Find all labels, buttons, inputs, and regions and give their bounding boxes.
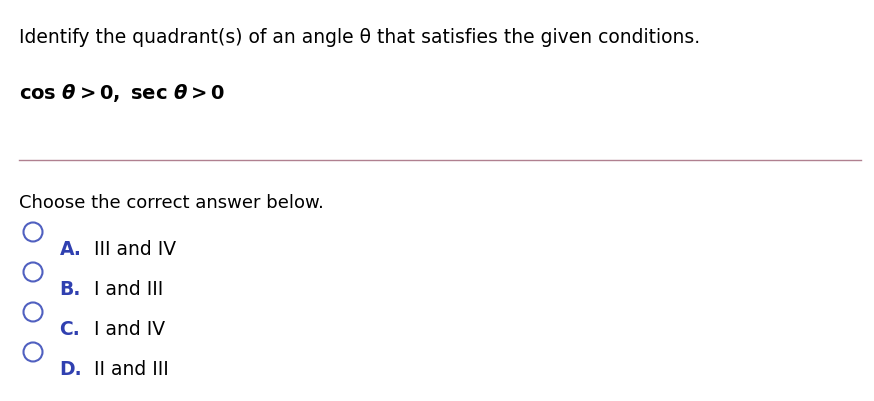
Text: C.: C. [59, 320, 80, 339]
Text: $\mathbf{cos}\ \boldsymbol{\theta}\mathbf{> 0,\ sec}\ \boldsymbol{\theta}\mathbf: $\mathbf{cos}\ \boldsymbol{\theta}\mathb… [19, 82, 225, 104]
Text: D.: D. [59, 360, 82, 379]
Text: I and III: I and III [94, 280, 163, 299]
Text: III and IV: III and IV [94, 240, 177, 259]
Text: Identify the quadrant(s) of an angle θ that satisfies the given conditions.: Identify the quadrant(s) of an angle θ t… [19, 28, 700, 47]
Text: II and III: II and III [94, 360, 170, 379]
Text: Choose the correct answer below.: Choose the correct answer below. [19, 194, 324, 213]
Text: A.: A. [59, 240, 81, 259]
Text: B.: B. [59, 280, 80, 299]
Text: I and IV: I and IV [94, 320, 165, 339]
